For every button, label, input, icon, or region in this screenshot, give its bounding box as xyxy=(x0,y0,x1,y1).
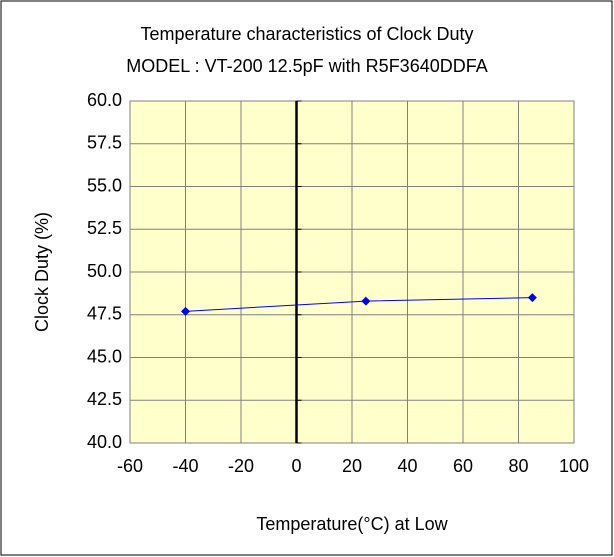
x-tick-label: -60 xyxy=(117,456,143,476)
y-tick-label: 52.5 xyxy=(87,218,122,238)
chart-subtitle: MODEL : VT-200 12.5pF with R5F3640DDFA xyxy=(126,56,488,76)
data-point xyxy=(361,296,371,306)
data-point xyxy=(527,293,537,303)
x-tick-label: -20 xyxy=(228,456,254,476)
x-tick-label: 0 xyxy=(291,456,301,476)
x-tick-label: 40 xyxy=(397,456,417,476)
y-tick-label: 57.5 xyxy=(87,133,122,153)
x-axis-label: Temperature(°C) at Low xyxy=(256,514,448,534)
y-tick-label: 47.5 xyxy=(87,304,122,324)
chart-title: Temperature characteristics of Clock Dut… xyxy=(140,24,473,44)
y-tick-label: 42.5 xyxy=(87,389,122,409)
y-tick-label: 55.0 xyxy=(87,175,122,195)
x-tick-label: 20 xyxy=(342,456,362,476)
x-tick-label: 60 xyxy=(453,456,473,476)
y-tick-label: 60.0 xyxy=(87,90,122,110)
y-axis-label: Clock Duty (%) xyxy=(32,212,52,332)
y-tick-label: 40.0 xyxy=(87,432,122,452)
x-tick-label: 80 xyxy=(508,456,528,476)
x-tick-label: -40 xyxy=(172,456,198,476)
x-tick-label: 100 xyxy=(559,456,589,476)
y-tick-label: 50.0 xyxy=(87,261,122,281)
y-tick-label: 45.0 xyxy=(87,346,122,366)
data-point xyxy=(181,306,190,316)
